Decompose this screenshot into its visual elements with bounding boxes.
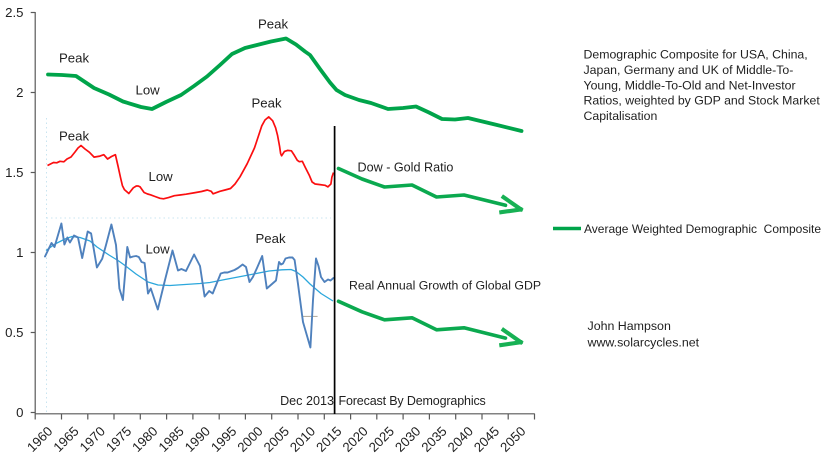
svg-text:1: 1 [16, 245, 23, 260]
svg-text:Real Annual Growth of Global G: Real Annual Growth of Global GDP [349, 279, 541, 293]
svg-text:John Hampson: John Hampson [588, 319, 671, 333]
svg-text:Low: Low [149, 169, 174, 184]
svg-text:Peak: Peak [252, 96, 282, 111]
svg-text:Dow - Gold Ratio: Dow - Gold Ratio [358, 161, 454, 175]
svg-text:Dec 2013: Dec 2013 [280, 394, 334, 408]
svg-text:Demographic Composite for USA,: Demographic Composite for USA, China, [584, 48, 808, 62]
svg-text:Young, Middle-To-Old and Net-I: Young, Middle-To-Old and Net-Investor [584, 78, 796, 92]
svg-text:Forecast By Demographics: Forecast By Demographics [339, 394, 486, 408]
svg-text:Japan, Germany and UK of Middl: Japan, Germany and UK of Middle-To- [584, 63, 794, 77]
svg-text:Low: Low [136, 83, 161, 98]
svg-text:www.solarcycles.net: www.solarcycles.net [587, 336, 700, 350]
svg-text:Ratios, weighted by GDP and St: Ratios, weighted by GDP and Stock Market [584, 94, 821, 108]
svg-text:0: 0 [16, 405, 23, 420]
svg-text:Peak: Peak [256, 231, 286, 246]
svg-text:2: 2 [16, 85, 23, 100]
svg-text:Low: Low [146, 242, 171, 257]
svg-text:Capitalisation: Capitalisation [584, 109, 658, 123]
svg-text:Peak: Peak [258, 17, 288, 32]
svg-text:1.5: 1.5 [5, 165, 23, 180]
svg-text:2.5: 2.5 [5, 5, 23, 20]
svg-text:Average Weighted Demographic: Average Weighted Demographic Composite [584, 222, 821, 236]
svg-text:Peak: Peak [59, 129, 89, 144]
svg-text:0.5: 0.5 [5, 325, 23, 340]
svg-text:Peak: Peak [59, 51, 89, 66]
